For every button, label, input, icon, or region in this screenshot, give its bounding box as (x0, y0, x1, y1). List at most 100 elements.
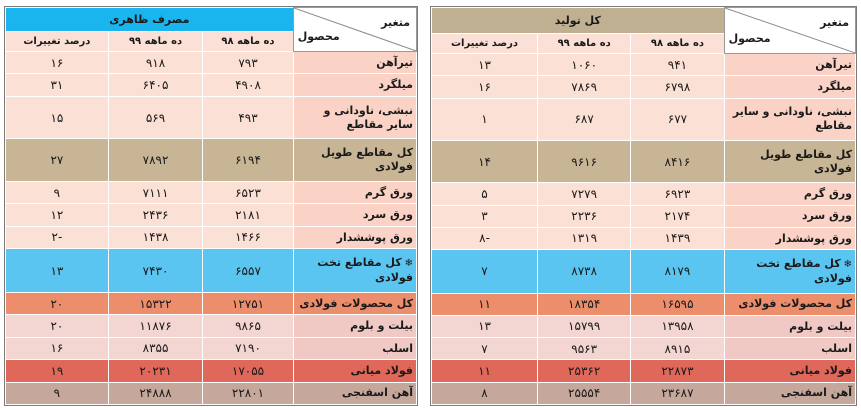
product-name: ورق گرم (292, 180, 418, 205)
value-98: ۱۲۷۵۱ (202, 291, 294, 316)
table-row: ❄کل مقاطع تخت فولادی ۶۵۵۷ ۷۴۳۰ ۱۳ (5, 248, 418, 293)
change-percent: ۱ (430, 97, 539, 141)
product-name-label: ورق پوششدار (775, 231, 852, 245)
table-row: آهن اسفنجی ۲۳۶۸۷ ۲۵۵۵۴ ۸ (430, 381, 857, 406)
product-name: کل محصولات فولادی (292, 291, 418, 316)
value-98: ۸۱۷۹ (630, 249, 725, 294)
col-header-98: ده ماهه ۹۸ (202, 31, 294, 52)
value-99: ۷۲۷۹ (537, 182, 632, 206)
table-row: ❄کل مقاطع تخت فولادی ۸۱۷۹ ۸۷۳۸ ۷ (430, 249, 857, 294)
value-98: ۱۳۹۵۸ (630, 314, 725, 339)
value-99: ۱۰۶۰ (537, 52, 632, 77)
value-99: ۶۴۰۵ (107, 73, 204, 97)
value-98: ۷۱۹۰ (202, 336, 294, 361)
change-percent: ۱۹ (5, 359, 109, 383)
product-name-label: ورق گرم (364, 185, 413, 199)
table-row: اسلب ۷۱۹۰ ۸۳۵۵ ۱۶ (5, 336, 418, 361)
value-99: ۲۰۲۳۱ (107, 359, 204, 383)
table-row: ورق گرم ۶۵۲۳ ۷۱۱۱ ۹ (5, 180, 418, 205)
value-98: ۶۵۲۳ (202, 180, 294, 205)
value-98: ۶۵۵۷ (202, 248, 294, 293)
product-name-label: کل مقاطع طویل فولادی (321, 146, 413, 174)
change-percent: ۸ (430, 381, 539, 406)
change-percent: ۱۳ (5, 248, 109, 293)
product-name: ورق سرد (292, 203, 418, 227)
product-name: فولاد میانی (292, 359, 418, 383)
change-percent: ۷ (430, 337, 539, 361)
table-row: ورق سرد ۲۱۷۴ ۲۲۳۶ ۳ (430, 204, 857, 228)
value-99: ۷۱۱۱ (107, 180, 204, 205)
product-name-label: تیرآهن (815, 57, 852, 71)
change-percent: ۹ (5, 180, 109, 205)
product-name: آهن اسفنجی (723, 381, 857, 406)
product-variable-header: محصول متغیر (292, 7, 418, 52)
product-name: فولاد میانی (723, 359, 857, 383)
value-99: ۹۵۶۳ (537, 337, 632, 361)
value-99: ۷۴۳۰ (107, 248, 204, 293)
snowflake-icon: ❄ (404, 258, 413, 270)
change-percent: ۳۱ (5, 73, 109, 97)
value-99: ۸۷۳۸ (537, 249, 632, 294)
change-percent: ۱۶ (430, 75, 539, 99)
product-name: ❄کل مقاطع تخت فولادی (292, 248, 418, 293)
product-name: آهن اسفنجی (292, 381, 418, 406)
value-98: ۲۲۸۰۱ (202, 381, 294, 406)
change-percent: ۱۱ (430, 292, 539, 316)
snowflake-icon: ❄ (843, 259, 852, 271)
change-percent: ۳ (430, 204, 539, 228)
product-name: تیرآهن (723, 52, 857, 77)
product-name: بیلت و بلوم (292, 314, 418, 338)
product-name: نبشی، ناودانی و سایر مقاطع (292, 95, 418, 140)
table-row: ورق پوششدار ۱۴۳۹ ۱۳۱۹ -۸ (430, 226, 857, 251)
value-98: ۹۴۱ (630, 52, 725, 77)
table-row: تیرآهن ۹۴۱ ۱۰۶۰ ۱۳ (430, 52, 857, 77)
value-98: ۹۸۶۵ (202, 314, 294, 338)
value-99: ۲۴۸۸۸ (107, 381, 204, 406)
value-98: ۲۱۸۱ (202, 203, 294, 227)
product-name-label: فولاد میانی (789, 364, 852, 378)
diagonal-divider (294, 8, 416, 51)
product-name-label: نبشی، ناودانی و سایر مقاطع (732, 105, 852, 133)
value-99: ۸۳۵۵ (107, 336, 204, 361)
product-name: ورق سرد (723, 204, 857, 228)
change-percent: ۷ (430, 249, 539, 294)
product-name-label: کل مقاطع تخت فولادی (756, 257, 852, 285)
change-percent: -۸ (430, 226, 539, 251)
product-name-label: بیلت و بلوم (350, 319, 413, 333)
product-name: ورق گرم (723, 182, 857, 206)
value-99: ۱۱۸۷۶ (107, 314, 204, 338)
change-percent: ۲۰ (5, 291, 109, 316)
value-98: ۱۷۰۵۵ (202, 359, 294, 383)
product-name-label: ورق پوششدار (336, 230, 413, 244)
product-name-label: کل مقاطع تخت فولادی (317, 256, 413, 284)
change-percent: ۲۷ (5, 138, 109, 182)
value-98: ۶۱۹۴ (202, 138, 294, 182)
value-99: ۵۶۹ (107, 95, 204, 140)
change-percent: -۲ (5, 225, 109, 250)
table-row: کل مقاطع طویل فولادی ۶۱۹۴ ۷۸۹۲ ۲۷ (5, 138, 418, 182)
value-99: ۹۱۸ (107, 50, 204, 75)
table-row: آهن اسفنجی ۲۲۸۰۱ ۲۴۸۸۸ ۹ (5, 381, 418, 406)
value-98: ۴۹۰۸ (202, 73, 294, 97)
product-name-label: تیرآهن (376, 55, 413, 69)
product-name-label: میلگرد (378, 78, 413, 92)
value-98: ۷۹۳ (202, 50, 294, 75)
value-99: ۹۶۱۶ (537, 139, 632, 184)
product-name-label: ورق سرد (801, 209, 852, 223)
col-header-change: درصد تغییرات (430, 33, 539, 54)
production-table: محصول متغیر کل تولید ده ماهه ۹۸ ده ماهه … (430, 7, 857, 406)
value-99: ۲۲۳۶ (537, 204, 632, 228)
change-percent: ۹ (5, 381, 109, 406)
change-percent: ۱۳ (430, 314, 539, 339)
table-row: بیلت و بلوم ۹۸۶۵ ۱۱۸۷۶ ۲۰ (5, 314, 418, 338)
product-name: ورق پوششدار (723, 226, 857, 251)
change-percent: ۵ (430, 182, 539, 206)
product-name: میلگرد (292, 73, 418, 97)
diagonal-divider (725, 8, 855, 53)
product-name: کل محصولات فولادی (723, 292, 857, 316)
table-row: فولاد میانی ۱۷۰۵۵ ۲۰۲۳۱ ۱۹ (5, 359, 418, 383)
value-98: ۶۷۹۸ (630, 75, 725, 99)
col-header-change: درصد تغییرات (5, 31, 109, 52)
product-name-label: بیلت و بلوم (789, 319, 852, 333)
col-header-99: ده ماهه ۹۹ (107, 31, 204, 52)
